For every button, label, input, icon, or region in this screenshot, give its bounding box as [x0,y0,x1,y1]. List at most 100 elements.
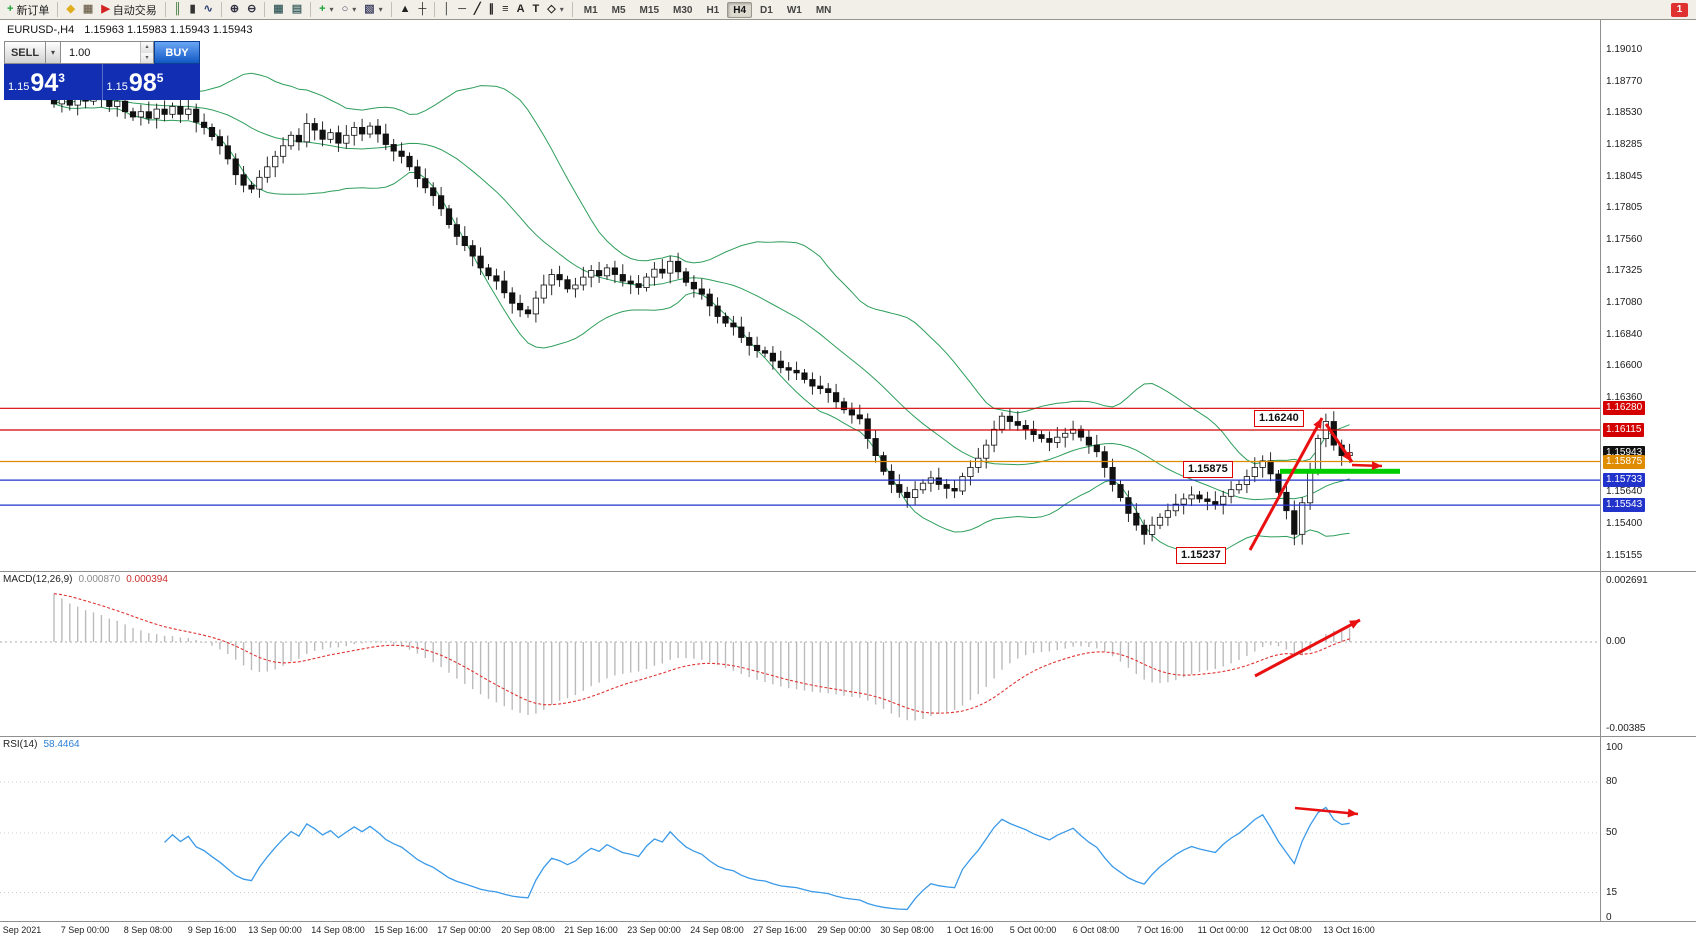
new-order-button[interactable]: + 新订单 [3,1,53,19]
price-annotation-support[interactable]: 1.15875 [1183,461,1233,478]
zoom-out-button[interactable]: ⊖ [243,1,260,19]
timeframe-m5-button[interactable]: M5 [611,4,626,16]
candle-body [848,409,856,416]
label-tool-button[interactable]: T [529,1,544,19]
candle-body [1077,428,1085,438]
candle-body [1267,460,1274,475]
add-indicator-button[interactable]: + ▾ [315,1,337,19]
candle-body [1117,484,1124,499]
toolbar-items: + 新订单 ◆ ▦ ▶ 自动交易 ║ ▮ ∿ ⊕ ⊖ ▦ ▤ + ▾ ○ ▾ ▧ ▾ ▲ ┼ │ ─ ╱ ∥ ≡ A T ◇ ▾ M1 M5 M… [3,0,838,19]
buy-price-display[interactable]: 1.15 98 5 [101,64,201,100]
zoom-in-button[interactable]: ⊕ [226,1,243,19]
sell-price-display[interactable]: 1.15 94 3 [4,64,102,100]
trendline-tool-icon: ╱ [474,3,481,15]
candle-body [240,174,247,186]
candle-body [1251,466,1258,477]
candle-body [809,379,816,387]
price-axis-label: 1.16360 [1606,392,1643,403]
price-annotation-low[interactable]: 1.15237 [1176,547,1226,564]
trendline-tool-button[interactable]: ╱ [470,1,485,19]
candle-body [493,275,500,282]
candle-body [532,297,540,315]
candle-body [437,195,445,210]
timeframe-h1-button[interactable]: H1 [706,4,720,16]
crosshair-tool-button[interactable]: ┼ [415,1,431,19]
vertical-line-tool-button[interactable]: │ [439,1,454,19]
macd-axis-label: 0.002691 [1606,575,1648,586]
candle-body [208,127,216,138]
template-menu-button[interactable]: ▧ ▾ [360,1,386,19]
volume-dropdown-button[interactable]: ▾ [46,41,61,64]
candlestick-chart-button[interactable]: ▮ [186,1,200,19]
autotrading-button[interactable]: ▶ 自动交易 [97,1,160,19]
toolbar-separator [571,2,573,17]
timeframe-d1-button[interactable]: D1 [760,4,773,16]
candle-body [833,392,840,403]
fibonacci-tool-button[interactable]: ≡ [498,1,512,19]
timeframe-m1-button[interactable]: M1 [583,4,598,16]
shapes-tool-button[interactable]: ◇ ▾ [543,1,567,19]
candle-body [279,145,287,157]
time-axis-label: 14 Sep 08:00 [311,925,365,935]
pullback-arrow-head [1342,451,1352,462]
timeframe-h4-button[interactable]: H4 [727,1,753,18]
channel-tool-button[interactable]: ∥ [485,1,499,19]
candle-body [1188,494,1195,500]
macd-indicator-canvas[interactable] [0,571,1600,736]
horizontal-line-tool-button[interactable]: ─ [454,1,470,19]
buy-button[interactable]: BUY [154,41,200,64]
time-axis-label: 15 Sep 16:00 [374,925,428,935]
candle-body [256,176,263,190]
candle-body [501,280,508,294]
period-menu-button[interactable]: ○ ▾ [338,1,361,19]
price-axis-label-highlight: 1.15543 [1603,498,1646,512]
text-tool-icon: A [516,3,525,15]
volume-decrease-button[interactable]: ▾ [141,52,153,63]
bar-chart-button[interactable]: ║ [170,1,186,19]
text-tool-button[interactable]: A [513,1,529,19]
price-annotation-high[interactable]: 1.16240 [1254,410,1304,427]
candle-body [1149,524,1156,535]
timeframe-w1-button[interactable]: W1 [786,4,802,16]
cursor-tool-button[interactable]: ▲ [396,1,415,19]
period-menu-icon: ○ [341,3,349,15]
bollinger-lower-line [53,103,1350,554]
volume-increase-button[interactable]: ▴ [141,42,153,53]
rsi-indicator-label: RSI(14) 58.4464 [3,739,80,750]
bar-chart-icon: ║ [173,3,182,15]
toolbar-separator [390,2,392,17]
candle-body [611,267,619,275]
sell-button[interactable]: SELL [4,41,46,64]
line-chart-button[interactable]: ∿ [200,1,217,19]
autotrading-label: 自动交易 [112,4,157,17]
rsi-forecast-arrow [1294,806,1359,816]
candle-body [975,457,982,468]
buy-price-prefix: 1.15 [106,81,128,93]
profiles-button[interactable]: ▦ [79,1,97,19]
price-axis-label: 1.18770 [1606,76,1643,87]
chart-ohlc-values: 1.15963 1.15983 1.15943 1.15943 [84,24,253,36]
candle-body [295,134,303,143]
candle-body [738,326,745,338]
auto-arrange-button[interactable]: ▤ [288,1,306,19]
toolbar-separator [164,2,166,17]
fibonacci-tool-icon: ≡ [502,3,509,15]
notification-badge[interactable]: 1 [1671,3,1688,17]
candle-body [1212,501,1219,505]
timeframe-mn-button[interactable]: MN [815,4,832,16]
timeframe-m30-button[interactable]: M30 [673,4,693,16]
candle-body [398,150,405,157]
rsi-indicator-canvas[interactable] [0,736,1600,921]
price-axis-label: 1.16840 [1606,329,1643,340]
deposit-button[interactable]: ◆ [62,1,78,19]
candle-body [548,274,555,286]
timeframe-m15-button[interactable]: M15 [639,4,659,16]
tile-windows-button[interactable]: ▦ [269,1,287,19]
candle-body [730,322,737,328]
volume-input[interactable] [61,42,140,63]
macd-name: MACD(12,26,9) [3,574,73,585]
price-chart-canvas[interactable] [0,20,1600,571]
candle-body [596,270,603,277]
support-zone-line[interactable] [1280,468,1400,474]
channel-tool-icon: ∥ [488,3,495,15]
